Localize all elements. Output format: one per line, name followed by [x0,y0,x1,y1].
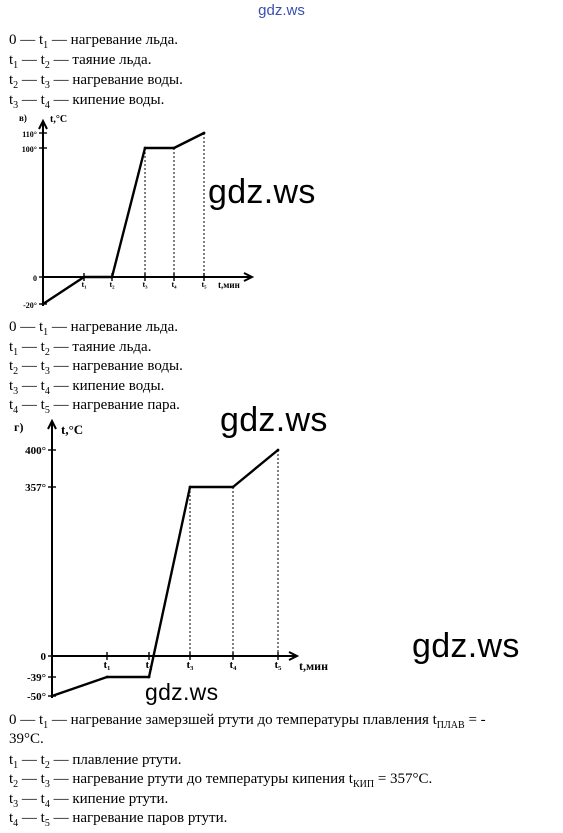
section-g-line-1: 0 — t1 — нагревание льда. [9,319,179,338]
section-g-line-3: t2 — t3 — нагревание воды. [9,358,183,377]
data-point [276,448,280,452]
x-tick-label: t₂ [146,659,154,671]
data-point [188,485,192,489]
y-tick-label: -50° [27,691,46,703]
site-link[interactable]: gdz.ws [258,2,305,19]
mercury-line-2: t1 — t2 — плавление ртути. [9,752,182,771]
x-tick-label: t₅ [275,659,283,671]
panel-label: г) [14,420,23,434]
x-axis-label: t,мин [218,280,240,290]
data-point [50,694,54,698]
watermark: gdz.ws [220,401,328,439]
watermark: gdz.ws [145,679,219,705]
watermark: gdz.ws [208,173,316,211]
section-g-line-5: t4 — t5 — нагревание пара. [9,397,180,416]
section-g-line-4: t3 — t4 — кипение воды. [9,377,165,397]
section-v-line-1: 0 — t1 — нагревание льда. [9,32,179,51]
data-point [202,131,206,135]
data-point [41,302,45,306]
y-tick-label: -20° [23,301,37,310]
temperature-curve [51,449,279,698]
y-axis-label: t,°C [50,114,67,125]
x-tick-label: t₄ [171,280,177,289]
y-tick-label: 110° [22,130,37,139]
mercury-line-3: t2 — t3 — нагревание ртути до температур… [9,771,433,790]
x-axis-label: t,мин [299,659,328,673]
x-axis-arrow [243,272,255,282]
mercury-line-1: 0 — t1 — нагревание замерзшей ртути до т… [9,712,486,731]
data-point [110,275,114,279]
section-v-line-4: t3 — t4 — кипение воды. [9,92,165,111]
mercury-line-5: t4 — t5 — нагревание паров ртути. [9,810,228,829]
data-point [143,146,147,150]
temperature-curve [42,131,205,306]
data-point [172,146,176,150]
data-point [82,275,86,279]
section-g-line-2: t1 — t2 — таяние льда. [9,338,152,358]
data-point [231,485,235,489]
y-tick-label: 100° [22,145,37,154]
mercury-line-1-cont: 39°C. [9,731,44,747]
x-tick-label: t₃ [187,659,195,671]
y-tick-label: 357° [25,482,46,494]
section-v-line-2: t1 — t2 — таяние льда. [9,52,152,71]
mercury-line-4: t3 — t4 — кипение ртути. [9,791,169,810]
x-axis-arrow [288,651,300,661]
y-axis-label: t,°C [61,422,83,437]
y-tick-label: 400° [25,445,46,457]
x-tick-label: t₃ [142,280,148,289]
data-point [105,675,109,679]
y-tick-label: 0 [33,274,37,283]
watermark: gdz.ws [412,627,520,665]
x-tick-label: t₂ [109,280,115,289]
section-v-line-3: t2 — t3 — нагревание воды. [9,72,183,91]
x-tick-label: t₁ [81,280,87,289]
data-point [147,675,151,679]
y-axis-arrow [47,418,57,430]
x-tick-label: t₁ [104,659,111,671]
y-axis-arrow [38,118,48,130]
y-tick-label: 0 [41,651,47,663]
panel-label: в) [19,113,27,123]
x-tick-label: t₄ [230,659,238,671]
y-tick-label: -39° [27,672,46,684]
x-tick-label: t₅ [201,280,207,289]
